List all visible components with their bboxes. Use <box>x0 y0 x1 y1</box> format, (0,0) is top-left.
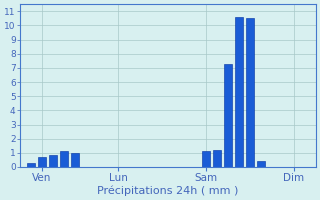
Bar <box>257 161 265 167</box>
X-axis label: Précipitations 24h ( mm ): Précipitations 24h ( mm ) <box>97 185 238 196</box>
Bar <box>38 157 46 167</box>
Bar <box>213 150 221 167</box>
Bar <box>246 18 254 167</box>
Bar <box>70 153 79 167</box>
Bar <box>224 64 232 167</box>
Bar <box>27 163 35 167</box>
Bar <box>235 17 243 167</box>
Bar <box>202 151 210 167</box>
Bar <box>60 151 68 167</box>
Bar <box>49 155 57 167</box>
